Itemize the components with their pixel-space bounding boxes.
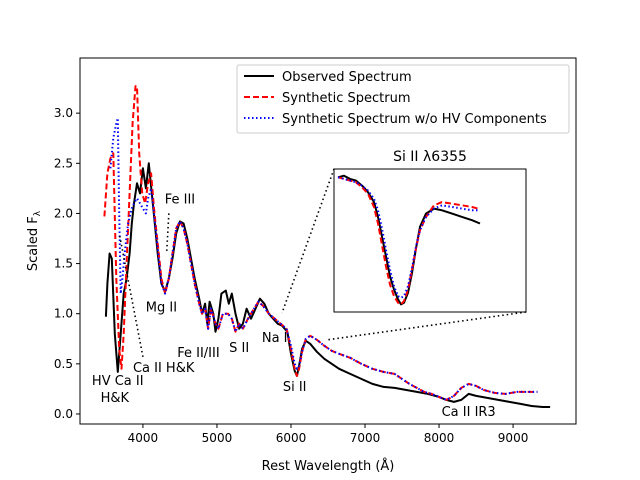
line-annotations: Fe III Mg II Fe II/III S II Na I Si II Ca II H…: [92, 192, 496, 420]
plot-series: [103, 85, 551, 408]
x-ticks: 4000 5000 6000 7000 8000 9000: [128, 424, 529, 445]
y-tick-label-2: 1.0: [54, 307, 73, 321]
legend-box: [236, 64, 570, 134]
inset-series-line-observed-spectrum: [337, 174, 481, 306]
x-tick-label-7000: 7000: [350, 431, 381, 445]
annotation-ca-ii-ir3: Ca II IR3: [442, 405, 496, 420]
annotation-si-ii: Si II: [283, 380, 307, 395]
inset-si-ii: Si II λ6355: [281, 149, 527, 341]
inset-frame: [333, 168, 527, 313]
y-tick-label-4: 2.0: [54, 206, 73, 220]
y-ticks: 0.0 0.5 1.0 1.5 2.0 2.5 3.0: [54, 106, 80, 421]
x-tick-label-6000: 6000: [276, 431, 307, 445]
x-tick-label-9000: 9000: [498, 431, 529, 445]
legend-label-no-hv: Synthetic Spectrum w/o HV Components: [282, 112, 547, 127]
annotation-mg-ii: Mg II: [146, 301, 177, 316]
annotation-fe-iii: Fe III: [165, 192, 195, 207]
inset-series-line-synthetic-spectrum: [337, 176, 479, 306]
guide-line-0: [118, 233, 144, 357]
x-tick-label-5000: 5000: [202, 431, 233, 445]
annotation-na-i: Na I: [262, 331, 288, 346]
y-axis-label-sub: λ: [33, 210, 43, 216]
x-tick-label-8000: 8000: [424, 431, 455, 445]
legend-label-synthetic: Synthetic Spectrum: [282, 91, 411, 106]
legend: Observed Spectrum Synthetic Spectrum Syn…: [236, 64, 570, 134]
annotation-hv-ca-ii: HV Ca II: [92, 374, 144, 389]
plot-frame: [79, 57, 577, 425]
inset-series: [337, 174, 481, 306]
y-tick-label-3: 1.5: [54, 257, 73, 271]
inset-title: Si II λ6355: [393, 149, 467, 165]
x-axis-label: Rest Wavelength (Å): [262, 458, 395, 474]
x-tick-label-4000: 4000: [128, 431, 159, 445]
annotation-h-k: H&K: [101, 391, 130, 406]
annotation-s-ii: S II: [229, 341, 249, 356]
legend-label-observed: Observed Spectrum: [282, 70, 412, 85]
annotation-fe-ii-iii: Fe II/III: [177, 346, 219, 361]
y-axis-label-main: Scaled F: [26, 216, 41, 271]
inset-connector-top: [281, 168, 335, 314]
inset-series-line-synthetic-spectrum-w-o-hv-components: [337, 176, 478, 299]
y-axis-label: Scaled Fλ: [26, 210, 43, 271]
y-tick-label-6: 3.0: [54, 106, 73, 120]
guide-lines: [118, 213, 170, 357]
series-line-synthetic-spectrum-w-o-hv-components: [109, 117, 538, 401]
series-line-observed-spectrum: [104, 162, 551, 408]
y-tick-label-5: 2.5: [54, 156, 73, 170]
y-tick-label-0: 0.0: [54, 407, 73, 421]
annotation-ca-ii-h-k: Ca II H&K: [133, 361, 195, 376]
y-tick-label-1: 0.5: [54, 357, 73, 371]
